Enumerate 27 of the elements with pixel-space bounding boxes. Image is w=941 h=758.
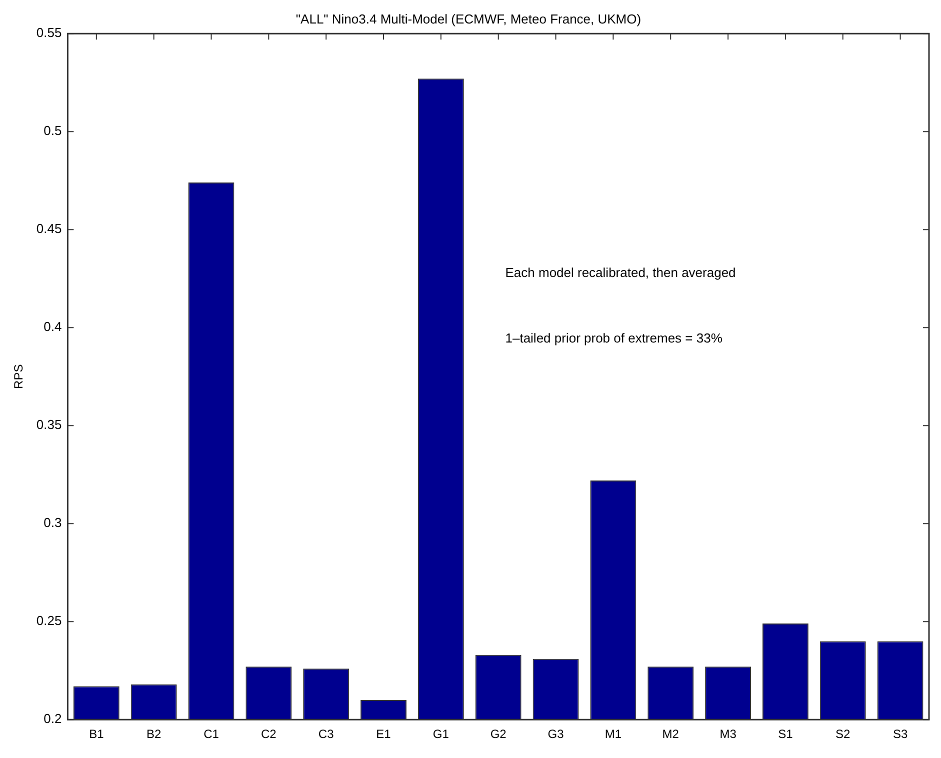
y-tick-label: 0.2 — [44, 711, 62, 726]
x-tick-label: E1 — [376, 727, 392, 742]
x-tick-label: B1 — [89, 727, 104, 742]
y-tick-label: 0.5 — [44, 123, 62, 138]
x-tick-label: M1 — [604, 727, 622, 742]
chart-title: "ALL" Nino3.4 Multi-Model (ECMWF, Meteo France, UKMO) — [296, 11, 642, 26]
y-tick-label: 0.55 — [36, 25, 62, 40]
x-tick-label: S3 — [892, 727, 908, 742]
x-tick-label: C3 — [318, 727, 334, 742]
x-tick-label: G2 — [490, 727, 507, 742]
x-tick-label: C1 — [204, 727, 220, 742]
y-tick-label: 0.4 — [44, 319, 62, 334]
x-tick-label: S2 — [836, 727, 851, 742]
annotation: Each model recalibrated, then averaged — [505, 265, 736, 280]
x-tick-label: G1 — [432, 727, 450, 742]
y-tick-label: 0.45 — [36, 221, 62, 236]
x-tick-label: B2 — [146, 727, 162, 742]
x-tick-label: M2 — [662, 727, 680, 742]
x-tick-label: S1 — [778, 727, 794, 742]
y-axis-title: RPS — [12, 364, 26, 389]
x-tick-label: M3 — [720, 727, 737, 742]
x-tick-label: G3 — [548, 727, 564, 742]
y-tick-label: 0.35 — [36, 417, 62, 432]
y-tick-label: 0.25 — [36, 613, 62, 628]
x-tick-label: C2 — [261, 727, 277, 742]
y-tick-label: 0.3 — [44, 515, 62, 530]
annotation: 1–tailed prior prob of extremes = 33% — [505, 330, 723, 346]
